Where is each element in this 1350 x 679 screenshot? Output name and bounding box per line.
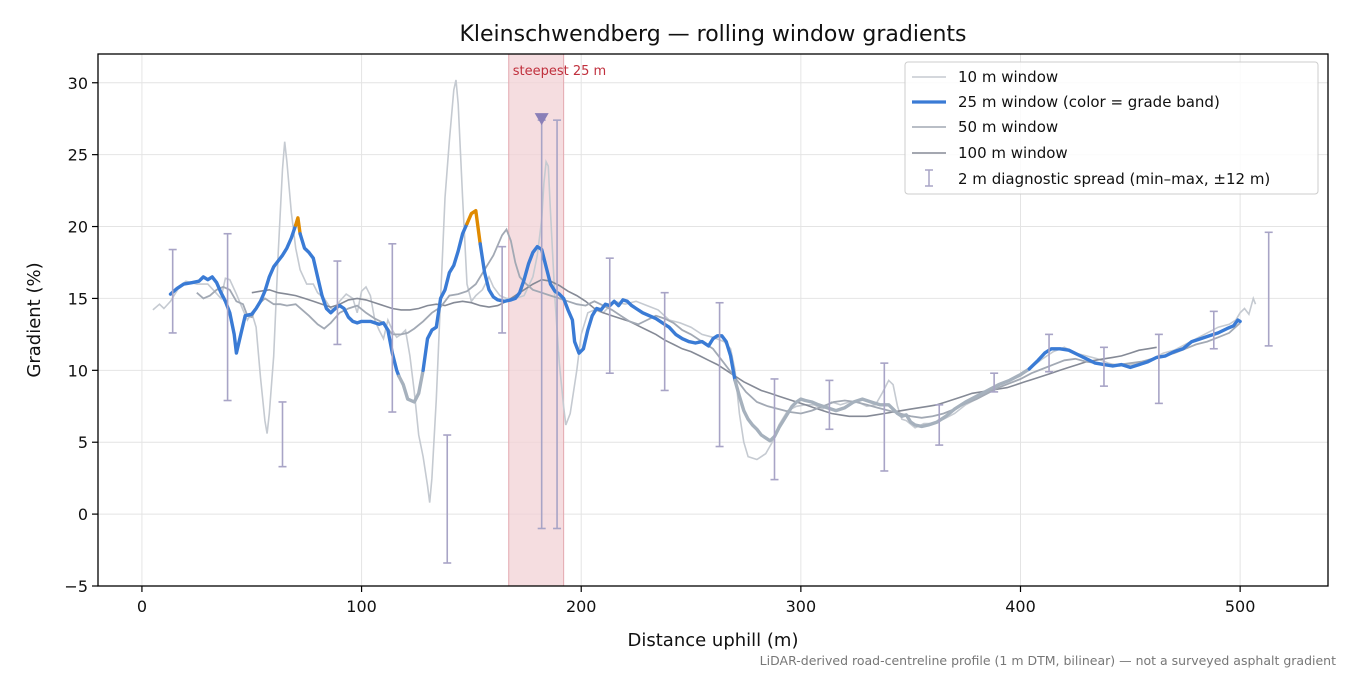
series-50m-line bbox=[196, 227, 1241, 419]
series-100m-line bbox=[251, 278, 1157, 418]
y-tick-label: 15 bbox=[68, 289, 88, 308]
series-25m-segment bbox=[298, 232, 401, 378]
legend-label-100m: 100 m window bbox=[958, 144, 1068, 162]
series-layer bbox=[152, 79, 1257, 503]
footnote: LiDAR-derived road-centreline profile (1… bbox=[760, 653, 1336, 668]
y-tick-label: 20 bbox=[68, 218, 88, 237]
legend-box bbox=[904, 61, 1319, 195]
y-axis-label: Gradient (%) bbox=[24, 262, 45, 377]
series-25m-segment bbox=[421, 222, 469, 372]
y-tick-label: 30 bbox=[68, 74, 88, 93]
x-tick-label: 100 bbox=[346, 597, 377, 616]
highlight-band-layer bbox=[508, 53, 565, 587]
marker-layer bbox=[534, 113, 549, 126]
series-25m-segment bbox=[465, 209, 482, 246]
x-tick-label: 200 bbox=[566, 597, 597, 616]
y-tick-label: 0 bbox=[78, 505, 88, 524]
x-axis-label: Distance uphill (m) bbox=[628, 630, 799, 651]
errorbar-layer bbox=[168, 119, 1273, 564]
series-25m-segment bbox=[294, 216, 302, 236]
x-tick-label: 300 bbox=[786, 597, 817, 616]
x-tick-label: 0 bbox=[137, 597, 147, 616]
legend-label-50m: 50 m window bbox=[958, 118, 1058, 136]
steepest-marker bbox=[534, 113, 549, 126]
series-25m-segment bbox=[1027, 318, 1242, 371]
series-25m-segment bbox=[397, 368, 425, 404]
legend-label-25m: 25 m window (color = grade band) bbox=[958, 93, 1220, 111]
legend-swatch-errorbar bbox=[925, 169, 933, 187]
y-tick-label: 10 bbox=[68, 361, 88, 380]
steepest-band bbox=[508, 53, 565, 587]
x-tick-label: 500 bbox=[1225, 597, 1256, 616]
series-25m-segment bbox=[733, 367, 1031, 443]
legend-label-10m: 10 m window bbox=[958, 68, 1058, 86]
x-tick-label: 400 bbox=[1005, 597, 1036, 616]
plot-frame bbox=[97, 53, 1329, 587]
y-tick-label: 25 bbox=[68, 146, 88, 165]
steepest-band-label: steepest 25 m bbox=[513, 64, 606, 79]
y-tick-label: 5 bbox=[78, 433, 88, 452]
y-tick-label: −5 bbox=[64, 577, 88, 596]
series-25m-segment bbox=[168, 223, 298, 355]
chart-title: Kleinschwendberg — rolling window gradie… bbox=[459, 22, 966, 47]
axes: 0 100 200 300 400 500 −5 0 5 10 15 20 25 30 bbox=[64, 74, 1255, 616]
legend: 10 m window 25 m window (color = grade b… bbox=[904, 61, 1319, 195]
legend-label-errorbar: 2 m diagnostic spread (min–max, ±12 m) bbox=[958, 170, 1270, 188]
series-25m-segment bbox=[478, 242, 737, 383]
